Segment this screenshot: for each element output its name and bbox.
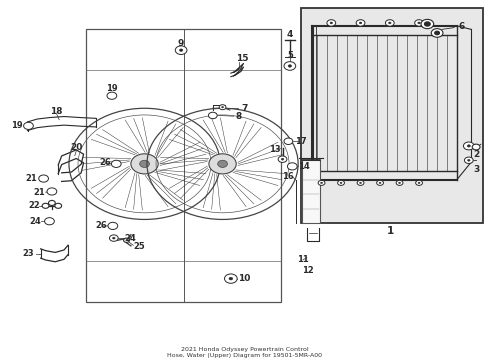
- Circle shape: [320, 182, 322, 184]
- Circle shape: [355, 20, 364, 26]
- Text: 14: 14: [298, 162, 309, 171]
- Text: 8: 8: [235, 112, 241, 121]
- Circle shape: [224, 274, 237, 283]
- Circle shape: [387, 22, 390, 24]
- Circle shape: [414, 20, 423, 26]
- Bar: [86, 30, 281, 302]
- Circle shape: [228, 277, 232, 280]
- Text: 21: 21: [25, 174, 37, 183]
- Bar: [300, 8, 483, 223]
- Text: 24: 24: [29, 217, 41, 226]
- Circle shape: [359, 22, 361, 24]
- Text: 11: 11: [297, 255, 308, 264]
- Circle shape: [339, 182, 342, 184]
- Circle shape: [108, 222, 118, 229]
- Circle shape: [208, 112, 217, 119]
- Circle shape: [395, 180, 402, 185]
- Bar: [301, 160, 320, 223]
- Circle shape: [284, 138, 292, 144]
- Text: 26: 26: [96, 221, 107, 230]
- Circle shape: [466, 145, 469, 147]
- Circle shape: [287, 163, 297, 170]
- Circle shape: [278, 156, 286, 162]
- Text: 7: 7: [241, 104, 247, 113]
- Text: 13: 13: [268, 145, 280, 154]
- Text: 5: 5: [286, 51, 292, 60]
- Text: 26: 26: [99, 158, 111, 167]
- Circle shape: [385, 20, 393, 26]
- Text: 21: 21: [34, 188, 45, 197]
- Circle shape: [217, 160, 227, 167]
- Text: 25: 25: [134, 242, 145, 251]
- Circle shape: [337, 180, 344, 185]
- Circle shape: [39, 175, 48, 182]
- Circle shape: [284, 62, 295, 70]
- Circle shape: [356, 180, 363, 185]
- Circle shape: [434, 31, 439, 35]
- Circle shape: [175, 46, 186, 54]
- Text: 9: 9: [178, 39, 184, 48]
- Circle shape: [463, 142, 473, 150]
- Circle shape: [42, 203, 49, 208]
- Circle shape: [123, 238, 129, 242]
- Circle shape: [44, 218, 54, 225]
- Text: 18: 18: [50, 107, 63, 116]
- Circle shape: [48, 201, 55, 206]
- Text: 2: 2: [472, 150, 478, 159]
- Text: 24: 24: [124, 234, 136, 243]
- Circle shape: [415, 180, 422, 185]
- Circle shape: [329, 22, 332, 24]
- Text: 1: 1: [386, 226, 394, 236]
- Text: 19: 19: [11, 121, 22, 130]
- Circle shape: [318, 180, 325, 185]
- Text: 10: 10: [238, 274, 250, 283]
- Text: 20: 20: [70, 143, 82, 152]
- Circle shape: [221, 107, 223, 108]
- Text: 2021 Honda Odyssey Powertrain Control
Hose, Water (Upper) Diagram for 19501-5MR-: 2021 Honda Odyssey Powertrain Control Ho…: [167, 347, 321, 357]
- Circle shape: [467, 159, 469, 161]
- Circle shape: [398, 182, 400, 184]
- Circle shape: [219, 105, 225, 110]
- Circle shape: [376, 180, 383, 185]
- Text: 17: 17: [294, 137, 306, 146]
- Text: 12: 12: [302, 266, 313, 275]
- Circle shape: [359, 182, 361, 184]
- Text: 3: 3: [472, 165, 478, 174]
- Text: 23: 23: [22, 249, 34, 258]
- Circle shape: [430, 29, 442, 37]
- Circle shape: [326, 20, 335, 26]
- Circle shape: [471, 144, 479, 150]
- Circle shape: [281, 158, 283, 160]
- Text: 15: 15: [235, 54, 248, 63]
- Circle shape: [179, 49, 183, 51]
- Circle shape: [55, 203, 61, 208]
- Circle shape: [109, 235, 118, 241]
- Circle shape: [378, 182, 380, 184]
- Text: 4: 4: [286, 30, 292, 39]
- Circle shape: [107, 92, 117, 99]
- Circle shape: [208, 154, 236, 174]
- Text: 19: 19: [106, 84, 118, 93]
- Circle shape: [464, 157, 472, 163]
- Circle shape: [47, 188, 57, 195]
- Circle shape: [417, 182, 419, 184]
- Text: 6: 6: [457, 22, 464, 31]
- Circle shape: [131, 154, 158, 174]
- Text: 22: 22: [28, 201, 40, 210]
- Circle shape: [420, 19, 433, 29]
- Circle shape: [23, 122, 33, 130]
- Text: 16: 16: [282, 172, 294, 181]
- Circle shape: [140, 160, 149, 167]
- Circle shape: [111, 160, 121, 167]
- Circle shape: [424, 22, 429, 26]
- Circle shape: [112, 237, 115, 239]
- Circle shape: [417, 22, 420, 24]
- Circle shape: [287, 65, 291, 67]
